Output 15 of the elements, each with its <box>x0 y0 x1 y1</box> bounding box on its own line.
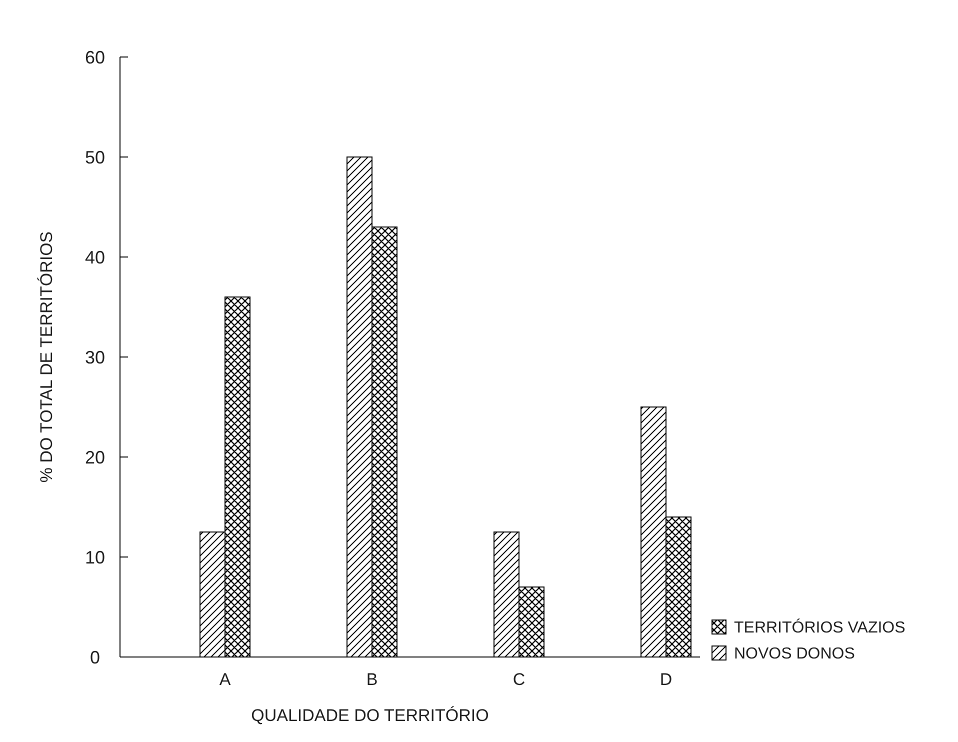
x-tick-label: C <box>512 670 526 689</box>
y-tick-label: 10 <box>84 547 106 568</box>
y-tick-label: 30 <box>84 347 106 368</box>
x-tick-label: B <box>366 670 378 689</box>
y-tick-label: 40 <box>84 247 106 268</box>
x-tick-label: A <box>219 670 232 689</box>
y-axis-title: % DO TOTAL DE TERRITÓRIOS <box>37 231 56 483</box>
x-axis-title: QUALIDADE DO TERRITÓRIO <box>251 706 489 725</box>
legend-label: NOVOS DONOS <box>734 646 855 663</box>
y-tick-label: 0 <box>90 647 100 668</box>
y-tick-label: 60 <box>84 47 106 68</box>
x-tick-label: D <box>660 670 672 689</box>
y-tick-label: 50 <box>84 147 106 168</box>
y-tick-label: 20 <box>84 447 106 468</box>
legend-label: TERRITÓRIOS VAZIOS <box>734 618 906 637</box>
